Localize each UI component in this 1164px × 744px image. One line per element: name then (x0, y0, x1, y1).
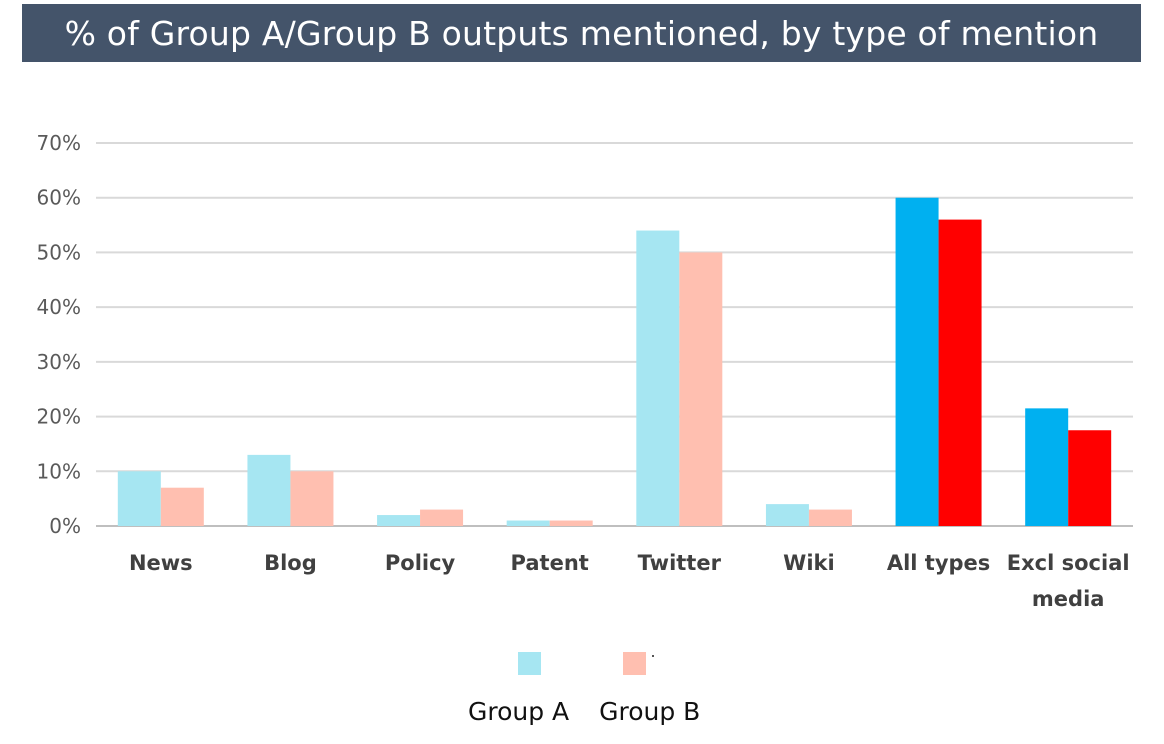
y-tick-label: 10% (37, 459, 81, 483)
bar-group-b (160, 487, 204, 526)
bar-group-b (938, 219, 982, 526)
y-tick-label: 60% (37, 186, 81, 210)
x-axis-categories: News Blog Policy Patent Twitter Wiki All types… (129, 551, 1130, 611)
y-tick-label: 70% (37, 131, 81, 155)
y-tick-label: 40% (37, 295, 81, 319)
legend-labels: Group A Group B (468, 697, 700, 726)
bar-group-a (895, 197, 939, 526)
bars (117, 197, 1112, 527)
bar-group-a (506, 520, 550, 526)
legend-label-group-a: Group A (468, 697, 570, 726)
bar-group-a (765, 504, 809, 526)
legend-swatch-group-b (623, 652, 646, 675)
x-category-label: All types (887, 551, 990, 575)
x-category-label: Blog (264, 551, 317, 575)
legend (518, 652, 646, 675)
x-category-label: Twitter (638, 551, 722, 575)
legend-marker-dot (652, 655, 654, 657)
x-category-label: Patent (511, 551, 589, 575)
bar-group-b (808, 509, 852, 526)
x-category-label: media (1032, 587, 1105, 611)
bar-group-a (247, 454, 291, 526)
x-category-label: News (129, 551, 193, 575)
bar-group-b (1068, 430, 1112, 526)
y-axis-ticks: 0% 10% 20% 30% 40% 50% 60% 70% (37, 131, 81, 538)
bar-group-a (377, 515, 421, 526)
x-category-label: Policy (385, 551, 456, 575)
bar-group-b (549, 520, 593, 526)
bar-group-b (290, 471, 334, 526)
legend-swatch-group-a (518, 652, 541, 675)
bar-group-b (679, 252, 723, 526)
y-tick-label: 30% (37, 350, 81, 374)
x-category-label: Excl social (1007, 551, 1130, 575)
y-tick-label: 20% (37, 405, 81, 429)
bar-group-a (117, 471, 161, 526)
bar-group-b (420, 509, 464, 526)
legend-label-group-b: Group B (599, 697, 701, 726)
bar-group-a (1025, 408, 1069, 526)
y-tick-label: 0% (49, 514, 81, 538)
y-tick-label: 50% (37, 240, 81, 264)
x-category-label: Wiki (783, 551, 835, 575)
chart-title: % of Group A/Group B outputs mentioned, … (22, 4, 1141, 62)
bar-group-a (636, 230, 680, 527)
